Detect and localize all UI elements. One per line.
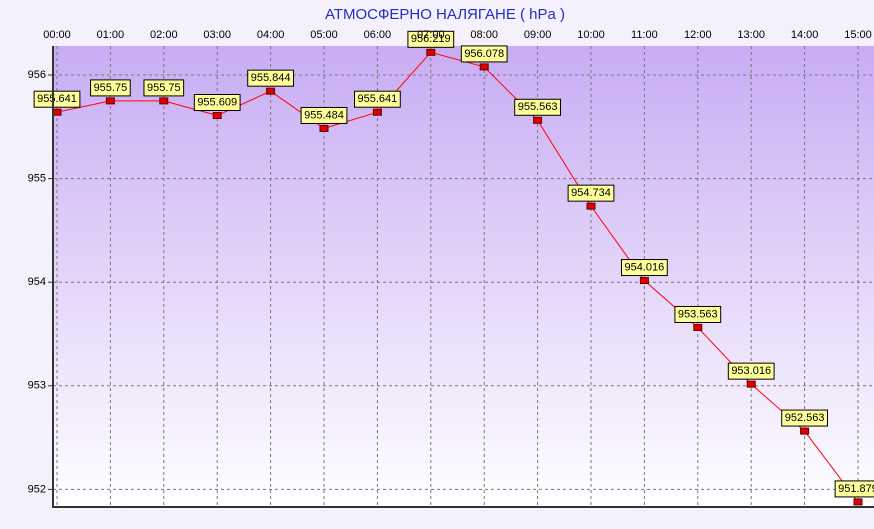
data-label: 954.734 xyxy=(571,187,611,199)
x-tick-label: 01:00 xyxy=(97,29,125,41)
data-label-box xyxy=(143,79,185,97)
point-marker xyxy=(426,48,436,56)
data-label: 955.641 xyxy=(358,93,398,105)
point-marker xyxy=(693,323,703,331)
y-tick-label: 952 xyxy=(28,483,46,495)
data-label-box xyxy=(727,362,775,380)
x-tick-label: 00:00 xyxy=(43,29,71,41)
data-label: 955.563 xyxy=(518,101,558,113)
x-tick-label: 05:00 xyxy=(310,29,338,41)
x-tick-label: 06:00 xyxy=(364,29,392,41)
x-tick-label: 15:00 xyxy=(844,29,872,41)
point-marker xyxy=(586,202,596,210)
data-label: 956.078 xyxy=(464,48,504,60)
data-label-box xyxy=(354,90,401,108)
point-marker xyxy=(212,112,222,120)
point-marker xyxy=(800,427,810,435)
chart-title: АТМОСФЕРНО НАЛЯГАНЕ ( hPa ) xyxy=(325,6,565,23)
x-tick-label: 07:00 xyxy=(417,29,445,41)
x-tick-label: 11:00 xyxy=(631,29,658,41)
point-marker xyxy=(853,498,863,506)
data-label-box xyxy=(460,45,508,63)
point-marker xyxy=(372,108,382,116)
data-label-box xyxy=(621,259,668,277)
data-label: 953.016 xyxy=(731,365,771,377)
data-label-box xyxy=(193,94,241,112)
x-tick-label: 13:00 xyxy=(737,29,765,41)
plot-area xyxy=(53,46,874,507)
line xyxy=(56,51,859,503)
data-label-box xyxy=(90,79,131,97)
point-marker xyxy=(266,87,276,95)
x-tick-label: 09:00 xyxy=(524,29,552,41)
data-label: 955.75 xyxy=(147,82,181,94)
x-tick-label: 02:00 xyxy=(150,29,178,41)
data-label: 955.75 xyxy=(94,82,128,94)
y-tick-label: 953 xyxy=(28,380,46,392)
data-label-box xyxy=(567,184,615,202)
x-tick-label: 10:00 xyxy=(577,29,605,41)
point-marker xyxy=(52,108,62,116)
data-label-box xyxy=(781,409,828,427)
data-label: 952.563 xyxy=(785,412,825,424)
data-label-box xyxy=(834,480,874,498)
x-tick-label: 08:00 xyxy=(470,29,498,41)
y-tick-label: 955 xyxy=(28,173,46,185)
data-label: 955.641 xyxy=(37,93,77,105)
x-tick-label: 12:00 xyxy=(684,29,712,41)
data-label: 951.879 xyxy=(838,483,874,495)
point-marker xyxy=(319,124,329,132)
data-label-box xyxy=(247,69,294,87)
data-label: 955.484 xyxy=(304,109,344,121)
data-label-box xyxy=(300,106,348,124)
point-marker xyxy=(479,63,489,71)
data-label: 955.609 xyxy=(197,96,237,108)
point-marker xyxy=(746,380,756,388)
y-tick-label: 954 xyxy=(28,276,46,288)
point-marker xyxy=(533,116,543,124)
data-label-box xyxy=(407,30,455,48)
x-tick-label: 14:00 xyxy=(791,29,819,41)
point-marker xyxy=(159,97,169,105)
point-marker xyxy=(105,97,115,105)
data-label-box xyxy=(514,98,561,116)
y-tick-label: 956 xyxy=(28,69,46,81)
x-tick-label: 04:00 xyxy=(257,29,285,41)
point-marker xyxy=(639,277,649,285)
data-label: 954.016 xyxy=(625,261,665,273)
data-label: 956.219 xyxy=(411,33,451,45)
x-tick-label: 03:00 xyxy=(203,29,231,41)
data-label: 955.844 xyxy=(251,72,291,84)
data-label: 953.563 xyxy=(678,308,718,320)
data-label-box xyxy=(33,90,81,108)
data-label-box xyxy=(674,305,722,323)
